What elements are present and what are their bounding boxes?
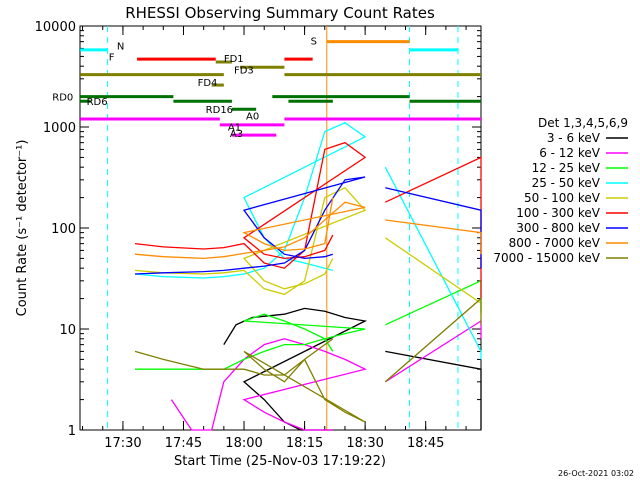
series-line-50-100-kev xyxy=(134,187,367,296)
legend-label: 100 - 300 keV xyxy=(516,206,600,220)
legend-label: 3 - 6 keV xyxy=(547,131,601,145)
flag-label-rd6: RD6 xyxy=(87,97,108,108)
legend-label: 25 - 50 keV xyxy=(532,176,601,190)
chart-title: RHESSI Observing Summary Count Rates xyxy=(125,4,435,22)
x-tick-label: 18:30 xyxy=(346,436,383,451)
y-tick-label: 10 xyxy=(59,323,76,338)
series-line-6-12-kev xyxy=(384,319,482,383)
x-axis-label: Start Time (25-Nov-03 17:19:22) xyxy=(174,454,386,469)
y-tick-label: 1 xyxy=(68,424,76,439)
x-tick-label: 18:00 xyxy=(225,436,262,451)
flag-label-fd3: FD3 xyxy=(234,66,254,77)
series-line-3-6-kev xyxy=(385,350,482,430)
series-line-25-50-kev xyxy=(384,166,482,360)
legend-label: 6 - 12 keV xyxy=(539,146,601,160)
timestamp-label: 26-Oct-2021 03:02 xyxy=(558,469,634,478)
series-line-800-7000-kev xyxy=(385,219,482,255)
legend-label: 300 - 800 keV xyxy=(516,221,600,235)
legend-label: 50 - 100 keV xyxy=(524,191,601,205)
series-line-100-300-kev xyxy=(385,156,482,299)
series-line-12-25-kev xyxy=(385,279,482,326)
series-line-7000-15000-kev xyxy=(384,297,482,383)
legend-label: 12 - 25 keV xyxy=(532,161,601,175)
legend-title: Det 1,3,4,5,6,9 xyxy=(538,116,628,130)
legend-label: 7000 - 15000 keV xyxy=(493,251,600,265)
y-tick-label: 100 xyxy=(51,222,76,237)
y-axis-label: Count Rate (s⁻¹ detector⁻¹) xyxy=(15,140,30,317)
flag-label-rd0: RD0 xyxy=(52,93,73,104)
flag-label-a0: A0 xyxy=(246,111,259,122)
series-line-300-800-kev xyxy=(134,176,366,275)
x-tick-label: 18:45 xyxy=(407,436,444,451)
x-tick-label: 17:30 xyxy=(104,436,141,451)
flag-label-n: N xyxy=(117,42,124,53)
series-line-100-300-kev xyxy=(134,141,367,269)
series-line-7000-15000-kev xyxy=(134,338,366,423)
flag-label-f: F xyxy=(109,52,115,63)
series-line-300-800-kev xyxy=(385,187,482,269)
x-tick-label: 18:15 xyxy=(286,436,323,451)
y-tick-label: 1000 xyxy=(43,121,76,136)
flag-label-fd1: FD1 xyxy=(224,54,244,65)
flag-label-a3: A3 xyxy=(230,129,243,140)
flag-label-a1: A1 xyxy=(228,123,241,134)
y-tick-label: 10000 xyxy=(35,20,76,35)
flag-label-fd4: FD4 xyxy=(198,78,218,89)
series-line-800-7000-kev xyxy=(134,197,366,260)
flag-label-rd16: RD16 xyxy=(206,105,233,116)
series-line-25-50-kev xyxy=(134,122,367,279)
legend-label: 800 - 7000 keV xyxy=(509,236,601,250)
x-tick-label: 17:45 xyxy=(165,436,202,451)
flag-label-s: S xyxy=(311,36,317,47)
series-line-6-12-kev xyxy=(170,338,367,431)
